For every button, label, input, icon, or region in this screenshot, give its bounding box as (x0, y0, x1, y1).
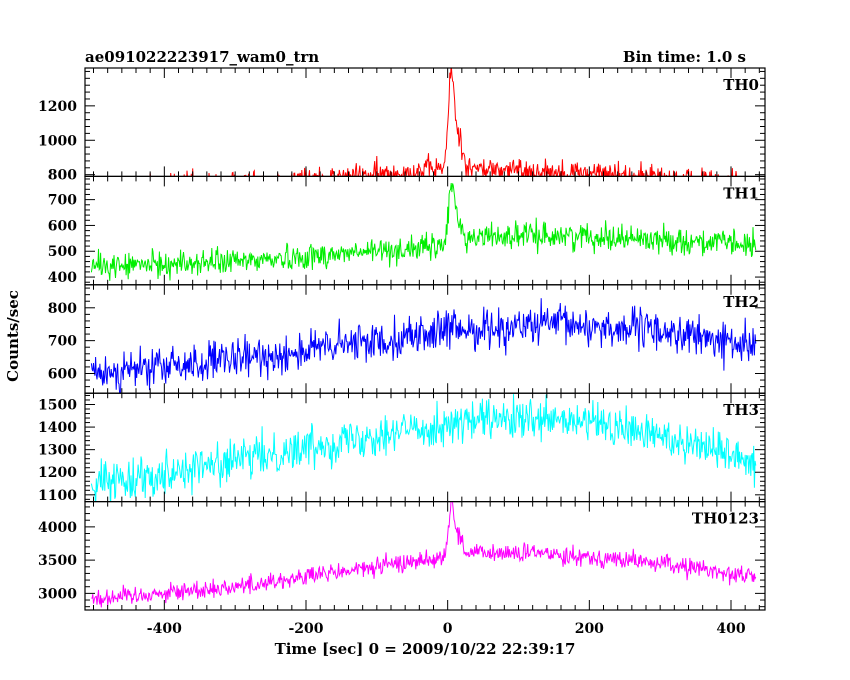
y-axis-label: Counts/sec (4, 290, 22, 382)
y-tick-label: 600 (48, 218, 77, 234)
series-th3-line (90, 394, 757, 502)
series-th2-line (90, 298, 757, 394)
x-tick-label: 0 (443, 621, 453, 637)
x-axis-label: Time [sec] 0 = 2009/10/22 22:39:17 (275, 640, 576, 658)
y-tick-label: 800 (48, 301, 77, 317)
y-tick-label: 500 (48, 244, 77, 260)
panels-group: 800 1000 1200 TH0 400 500 600 700 TH1 600 700 800 TH… (38, 67, 766, 637)
x-tick-label: 400 (716, 621, 745, 637)
x-tick-label: 200 (575, 621, 604, 637)
y-tick-label: 800 (48, 168, 77, 184)
chart-title: ae091022223917_wam0_trn (85, 48, 319, 66)
y-tick-label: 1200 (38, 465, 77, 481)
y-tick-label: 1500 (38, 397, 77, 413)
series-th0-line (149, 68, 754, 177)
panel-name-label: TH0123 (692, 510, 759, 528)
panel-th3: 1100 1200 1300 1400 1500 TH3 (38, 392, 766, 504)
y-tick-label: 1200 (38, 99, 77, 115)
y-tick-label: 3500 (38, 553, 77, 569)
panel-th0: 800 1000 1200 TH0 (38, 67, 766, 184)
x-tick-label: -200 (288, 621, 323, 637)
bin-time-label: Bin time: 1.0 s (623, 48, 746, 66)
series-th0123-line (91, 501, 757, 608)
y-tick-label: 4000 (38, 520, 77, 536)
panel-name-label: TH3 (723, 401, 759, 419)
panel-frame (84, 392, 766, 503)
panel-name-label: TH1 (723, 184, 759, 202)
panel-th0123: 3000 3500 4000 TH0123 (38, 501, 766, 611)
x-tick-label: -400 (147, 621, 182, 637)
panel-frame (84, 501, 766, 611)
y-tick-label: 400 (48, 270, 77, 286)
y-tick-label: 1100 (38, 488, 77, 504)
panel-frame (84, 67, 766, 178)
y-tick-label: 1300 (38, 443, 77, 459)
series-th1-line (90, 183, 757, 281)
panel-name-label: TH0 (723, 76, 759, 94)
y-tick-label: 1000 (38, 133, 77, 149)
y-tick-label: 700 (48, 334, 77, 350)
y-tick-label: 700 (48, 193, 77, 209)
panel-name-label: TH2 (723, 293, 759, 311)
panel-th2: 600 700 800 TH2 (48, 284, 766, 394)
panel-th1: 400 500 600 700 TH1 (48, 175, 766, 286)
y-tick-label: 1400 (38, 420, 77, 436)
y-tick-label: 3000 (38, 586, 77, 602)
y-tick-label: 600 (48, 366, 77, 382)
